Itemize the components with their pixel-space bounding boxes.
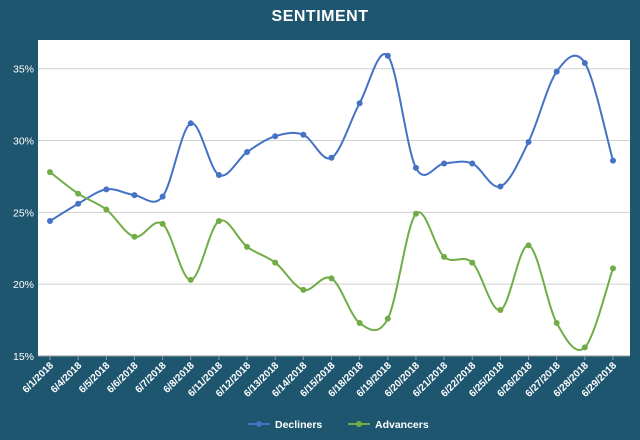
advancers-point: [131, 233, 138, 240]
decliners-point: [244, 149, 251, 156]
decliners-point: [384, 52, 391, 59]
decliners-point: [328, 154, 335, 161]
advancers-point: [412, 210, 419, 217]
y-tick-label: 30%: [13, 136, 34, 148]
decliners-point: [187, 120, 194, 127]
advancers-point: [47, 169, 53, 176]
advancers-point: [244, 243, 251, 250]
decliners-point: [441, 160, 448, 167]
decliners-point: [469, 160, 476, 167]
chart-title: SENTIMENT: [271, 8, 369, 25]
decliners-point: [412, 164, 419, 171]
advancers-point: [103, 206, 110, 213]
legend-decliners-label: Decliners: [275, 419, 322, 431]
advancers-point: [328, 275, 335, 282]
y-tick-label: 35%: [13, 64, 34, 76]
advancers-point: [384, 315, 391, 322]
advancers-point: [553, 319, 560, 326]
decliners-point: [525, 138, 532, 145]
advancers-point: [525, 242, 532, 249]
advancers-point: [215, 217, 222, 224]
advancers-point: [610, 265, 616, 272]
decliners-point: [131, 192, 138, 199]
y-tick-label: 25%: [13, 207, 34, 219]
legend-advancers-marker: [356, 421, 362, 427]
legend-advancers-label: Advancers: [375, 419, 429, 431]
advancers-point: [356, 319, 363, 326]
plot-area: [38, 40, 630, 356]
decliners-point: [159, 193, 166, 200]
advancers-point: [469, 259, 476, 266]
decliners-point: [300, 131, 307, 138]
decliners-point: [75, 200, 82, 207]
advancers-point: [272, 259, 279, 266]
advancers-point: [497, 307, 504, 314]
decliners-point: [610, 157, 616, 164]
decliners-point: [47, 217, 53, 224]
advancers-point: [581, 344, 588, 351]
advancers-point: [75, 190, 82, 197]
decliners-point: [553, 68, 560, 75]
advancers-point: [300, 286, 307, 293]
decliners-point: [272, 133, 279, 140]
decliners-point: [356, 100, 363, 107]
advancers-point: [441, 253, 448, 260]
decliners-point: [497, 183, 504, 190]
decliners-point: [581, 59, 588, 66]
advancers-point: [187, 276, 194, 283]
y-tick-label: 20%: [13, 279, 34, 291]
decliners-point: [215, 172, 222, 179]
decliners-point: [103, 186, 110, 193]
legend-decliners-marker: [256, 421, 262, 427]
advancers-point: [159, 220, 166, 227]
y-tick-label: 15%: [13, 351, 34, 363]
